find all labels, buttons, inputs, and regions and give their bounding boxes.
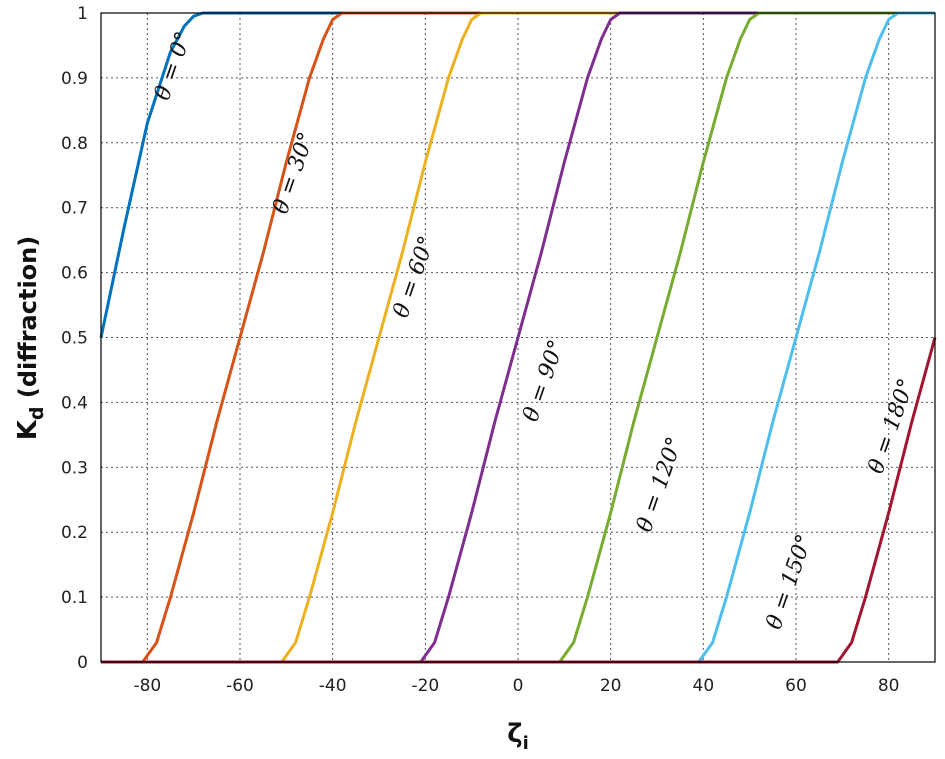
series-line [101,11,935,664]
y-tick-label: 0 [77,653,88,673]
curve-label: θ = 30° [268,129,319,217]
series-line [101,11,935,664]
x-tick-label: 0 [513,676,524,696]
x-tick-label: 40 [693,676,715,696]
y-axis-label: Kd (diffraction) [13,236,48,440]
y-tick-label: 0.5 [61,329,88,349]
x-tick-label: 60 [785,676,807,696]
x-tick-label: 80 [878,676,900,696]
x-tick-label: -80 [133,676,161,696]
y-tick-label: 0.8 [61,134,88,154]
y-tick-labels: 0 0.1 0.2 0.3 0.4 0.5 0.6 0.7 0.8 0.9 1 [61,4,88,673]
y-tick-label: 0.2 [61,523,88,543]
y-tick-label: 0.9 [61,69,88,89]
x-axis-label: ζi [507,719,529,754]
curve-label: θ = 90° [519,337,570,425]
plot-frame [100,12,936,663]
y-tick-label: 0.1 [61,588,88,608]
y-tick-label: 0.4 [61,393,88,413]
series-line [101,11,935,664]
y-tick-label: 0.7 [61,199,88,219]
x-tick-label: -20 [411,676,439,696]
curve-label: θ = 150° [762,531,818,632]
x-tick-labels: -80 -60 -40 -20 0 20 40 60 80 [133,676,899,696]
y-tick-label: 0.3 [61,458,88,478]
curve-label: θ = 0° [150,29,197,104]
x-tick-label: -60 [226,676,254,696]
y-tick-label: 1 [77,4,88,24]
curve-label: θ = 120° [632,434,688,535]
series-line [101,11,935,664]
x-tick-label: -40 [319,676,347,696]
x-tick-label: 20 [600,676,622,696]
y-tick-label: 0.6 [61,264,88,284]
curve-labels: θ = 0°θ = 30°θ = 60°θ = 90°θ = 120°θ = 1… [150,29,919,633]
series-line [101,11,935,664]
